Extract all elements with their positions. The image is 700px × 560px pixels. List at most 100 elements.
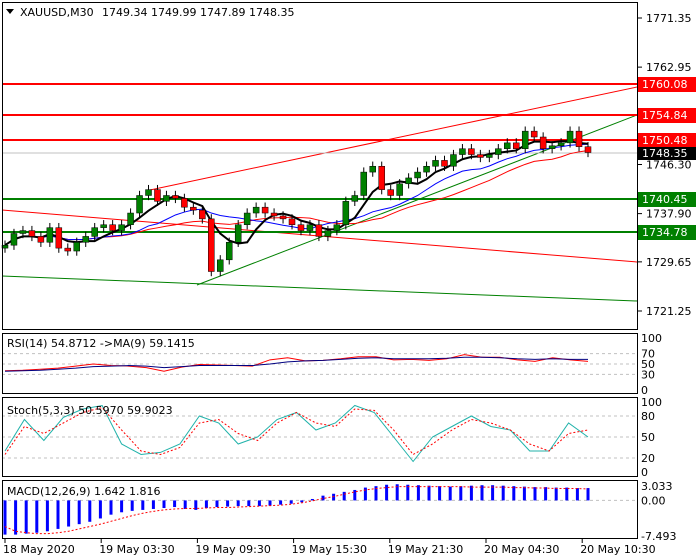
- candle-body: [217, 259, 224, 272]
- stochastic-panel[interactable]: [2, 404, 637, 463]
- macd-bar: [321, 495, 325, 501]
- macd-bar: [575, 488, 579, 501]
- candle-body: [369, 165, 376, 173]
- macd-panel[interactable]: [2, 484, 637, 535]
- candle-body: [243, 212, 251, 225]
- candle-body: [315, 224, 323, 237]
- price-tick-label: 1762.95: [646, 61, 692, 74]
- candle-body: [539, 136, 547, 149]
- panel-border: [2, 480, 638, 539]
- candle-body: [46, 227, 54, 243]
- candle-body: [91, 227, 98, 237]
- candle-body: [172, 195, 179, 199]
- time-tick-label: 20 May 10:30: [580, 543, 655, 556]
- axis-tick-label: 50: [641, 431, 655, 444]
- rsi-panel[interactable]: [2, 353, 637, 375]
- candle-body: [504, 142, 511, 149]
- rsi-label: RSI(14) 54.8712 ->MA(9) 59.1415: [7, 337, 195, 350]
- macd-bar: [67, 500, 71, 527]
- macd-bar: [14, 500, 18, 535]
- macd-bar: [438, 486, 442, 501]
- level-label: 1740.45: [642, 193, 688, 206]
- macd-bar: [183, 500, 187, 509]
- axis-tick-label: 0: [641, 384, 648, 397]
- macd-bar: [512, 486, 516, 501]
- candle-body: [10, 233, 18, 246]
- candle-body: [459, 148, 466, 155]
- macd-bar: [406, 484, 410, 501]
- macd-bar: [247, 500, 251, 507]
- candle-body: [441, 160, 448, 167]
- candle-body: [181, 198, 188, 208]
- current-price-tag: [638, 147, 696, 160]
- macd-bar: [533, 487, 537, 501]
- candle-body: [163, 195, 170, 202]
- indicator-line: [4, 407, 589, 456]
- price-panel[interactable]: [1, 83, 638, 302]
- candle-body: [477, 154, 484, 158]
- candle-body: [37, 236, 45, 243]
- candle-body: [468, 148, 475, 155]
- price-tick-label: 1771.35: [646, 12, 692, 25]
- candle-body: [557, 142, 565, 147]
- macd-bar: [363, 487, 367, 501]
- macd-bar: [226, 500, 230, 507]
- macd-bar: [300, 500, 304, 503]
- candle-body: [351, 195, 359, 202]
- level-tag: [638, 192, 696, 207]
- candle-body: [342, 201, 350, 225]
- triangle-down-icon[interactable]: [6, 9, 14, 14]
- candle-body: [387, 189, 394, 196]
- macd-bar: [385, 484, 389, 501]
- macd-bar: [215, 500, 219, 508]
- macd-bar: [565, 487, 569, 501]
- macd-bar: [268, 500, 272, 506]
- candle-body: [261, 206, 269, 214]
- time-tick-label: 19 May 09:30: [195, 543, 270, 556]
- macd-bar: [310, 498, 314, 501]
- macd-bar: [416, 485, 420, 501]
- price-tick-label: 1729.65: [646, 256, 692, 269]
- stoch-label: Stoch(5,3,3) 50.5970 59.9023: [7, 404, 173, 417]
- macd-bar: [162, 500, 166, 509]
- indicator-line: [4, 356, 588, 372]
- candle-body: [405, 177, 412, 185]
- macd-bar: [586, 488, 590, 501]
- price-tick-label: 1721.25: [646, 305, 692, 318]
- time-tick-label: 19 May 03:30: [99, 543, 174, 556]
- price-tick-label: 1737.90: [646, 208, 692, 221]
- macd-bar: [480, 485, 484, 501]
- candle-body: [82, 236, 89, 243]
- candle-body: [288, 218, 296, 225]
- candle-body: [118, 224, 125, 231]
- macd-bar: [45, 500, 49, 532]
- candle-body: [306, 224, 314, 231]
- candle-body: [566, 130, 574, 144]
- candle-body: [584, 146, 592, 153]
- candle-body: [73, 242, 81, 252]
- axis-tick-label: 100: [641, 332, 662, 345]
- candle-body: [548, 145, 556, 149]
- macd-bar: [395, 484, 399, 501]
- time-tick-label: 19 May 21:30: [388, 543, 463, 556]
- candle-body: [208, 218, 215, 272]
- macd-bar: [173, 500, 177, 508]
- macd-bar: [3, 500, 7, 535]
- candle-body: [530, 130, 538, 138]
- macd-bar: [279, 500, 283, 505]
- macd-bar: [194, 500, 198, 510]
- macd-bar: [130, 500, 134, 511]
- candle-body: [324, 230, 332, 237]
- macd-bar: [56, 500, 60, 529]
- trend-line: [149, 86, 638, 191]
- candle-body: [199, 209, 206, 220]
- macd-bar: [24, 500, 28, 534]
- macd-bar: [427, 485, 431, 501]
- candle-body: [297, 224, 305, 231]
- level-label: 1750.48: [642, 134, 688, 147]
- candle-body: [100, 224, 107, 228]
- candle-body: [360, 171, 368, 196]
- level-tag: [638, 133, 696, 148]
